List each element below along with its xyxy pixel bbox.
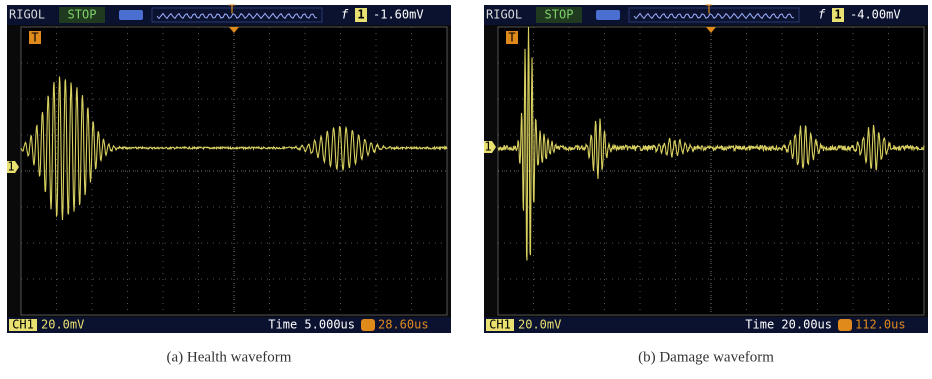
channel-indicator: 1 — [357, 8, 364, 22]
volts-per-div: 20.0mV — [518, 318, 561, 332]
trigger-position: 28.60us — [378, 318, 429, 332]
overview-trigger-marker: T — [228, 3, 235, 17]
timebase: Time 20.00us — [745, 318, 832, 332]
trigger-pos-icon — [838, 319, 852, 331]
status: STOP — [68, 8, 97, 22]
timebase: Time 5.000us — [268, 318, 355, 332]
trigger-slope: f — [341, 8, 349, 22]
trigger-pos-icon — [361, 319, 375, 331]
battery-icon — [119, 10, 143, 20]
channel-label: CH1 — [12, 318, 34, 332]
trigger-marker: T — [31, 31, 38, 45]
trigger-marker: T — [508, 31, 515, 45]
trigger-level: -4.00mV — [850, 8, 901, 22]
volts-per-div: 20.0mV — [41, 318, 84, 332]
trigger-position: 112.0us — [855, 318, 906, 332]
channel-label: CH1 — [489, 318, 511, 332]
caption: (b) Damage waveform — [638, 349, 774, 365]
channel-indicator: 1 — [834, 8, 841, 22]
caption: (a) Health waveform — [167, 349, 292, 365]
brand: RIGOL — [9, 8, 45, 22]
channel-marker: 1 — [7, 160, 14, 174]
status: STOP — [545, 8, 574, 22]
battery-icon — [596, 10, 620, 20]
brand: RIGOL — [486, 8, 522, 22]
figure: RIGOLSTOPTf1-1.60mVT1CH120.0mVTime 5.000… — [0, 0, 932, 379]
trigger-slope: f — [818, 8, 826, 22]
overview-trigger-marker: T — [705, 3, 712, 17]
trigger-level: -1.60mV — [373, 8, 424, 22]
channel-marker: 1 — [484, 140, 491, 154]
